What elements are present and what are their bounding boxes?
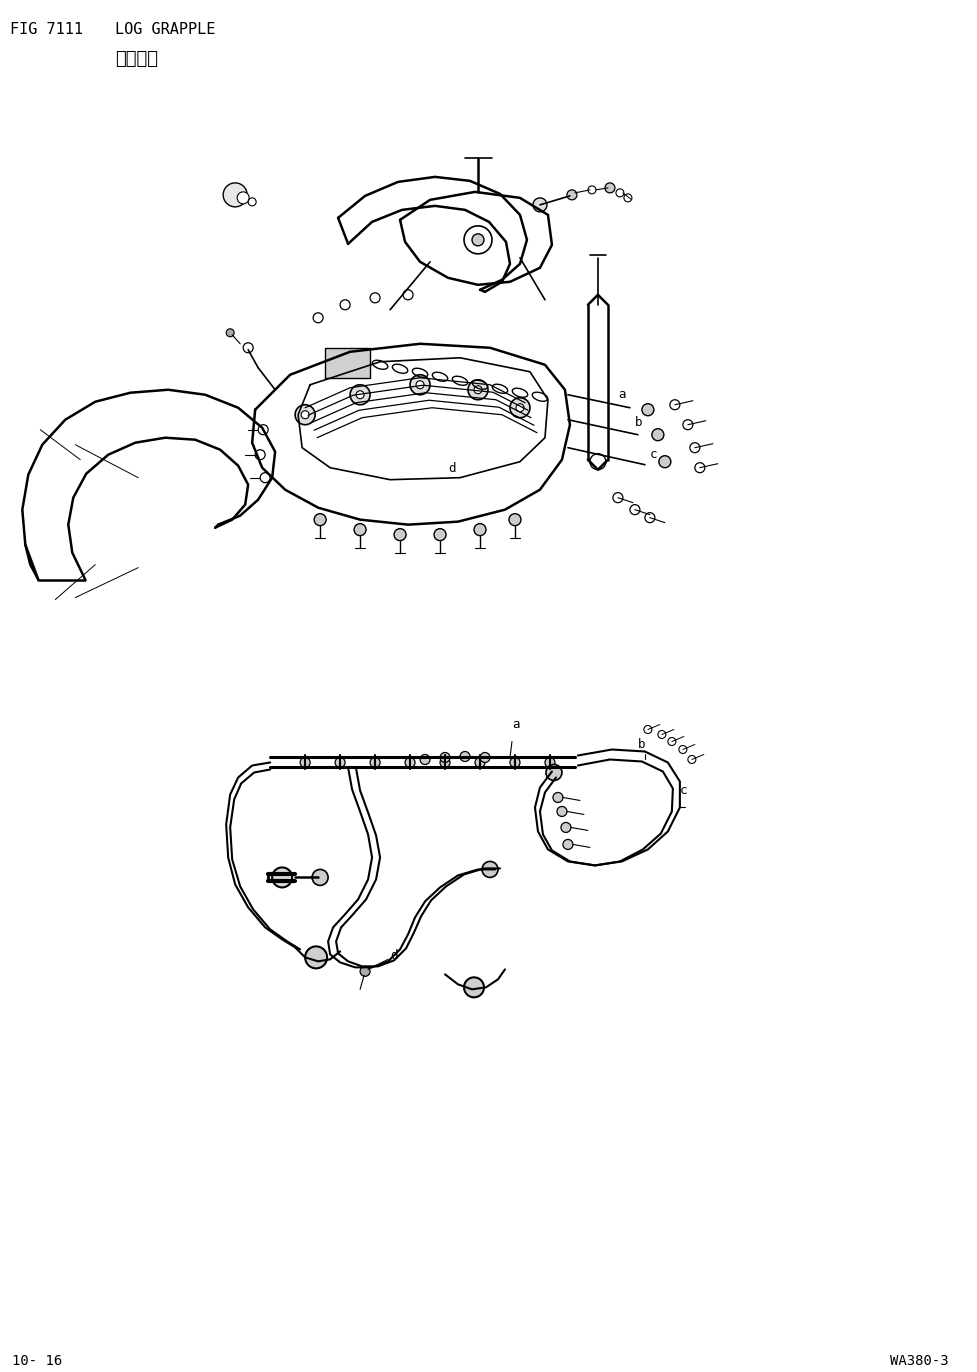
Circle shape <box>613 493 623 502</box>
Circle shape <box>545 757 555 767</box>
Text: b: b <box>635 416 643 428</box>
Circle shape <box>356 391 364 399</box>
Text: b: b <box>638 738 646 750</box>
Circle shape <box>679 745 687 753</box>
Circle shape <box>474 524 486 535</box>
Circle shape <box>658 730 666 738</box>
Text: c: c <box>680 785 688 797</box>
Circle shape <box>305 947 327 969</box>
Circle shape <box>690 443 700 453</box>
Bar <box>325 347 370 377</box>
Circle shape <box>226 329 234 336</box>
Circle shape <box>630 505 640 514</box>
Circle shape <box>370 757 380 767</box>
Circle shape <box>354 524 366 535</box>
Circle shape <box>258 425 268 435</box>
Circle shape <box>300 757 310 767</box>
Circle shape <box>416 381 424 388</box>
Circle shape <box>464 977 484 997</box>
Circle shape <box>404 289 413 300</box>
Circle shape <box>533 198 547 211</box>
Circle shape <box>474 386 482 394</box>
Circle shape <box>315 513 326 525</box>
Circle shape <box>273 867 292 888</box>
Circle shape <box>223 182 247 207</box>
Circle shape <box>475 757 485 767</box>
Circle shape <box>561 822 571 833</box>
Circle shape <box>394 528 406 541</box>
Circle shape <box>510 398 530 417</box>
Circle shape <box>642 403 654 416</box>
Circle shape <box>670 399 680 410</box>
Circle shape <box>557 807 567 816</box>
Circle shape <box>301 410 309 418</box>
Text: a: a <box>617 388 625 401</box>
Text: FIG 7111: FIG 7111 <box>11 22 83 37</box>
Circle shape <box>480 752 490 763</box>
Circle shape <box>472 233 484 246</box>
Circle shape <box>588 185 596 193</box>
Circle shape <box>405 757 415 767</box>
Circle shape <box>644 726 652 734</box>
Circle shape <box>468 380 488 399</box>
Circle shape <box>567 189 577 200</box>
Circle shape <box>460 752 470 761</box>
Circle shape <box>313 313 323 322</box>
Circle shape <box>295 405 316 425</box>
Circle shape <box>255 450 265 460</box>
Circle shape <box>553 793 563 803</box>
Circle shape <box>482 862 498 878</box>
Circle shape <box>464 226 492 254</box>
Circle shape <box>546 764 562 781</box>
Text: d: d <box>448 462 455 475</box>
Text: a: a <box>512 718 520 730</box>
Text: c: c <box>650 447 658 461</box>
Circle shape <box>516 403 524 412</box>
Circle shape <box>312 870 328 885</box>
Circle shape <box>410 375 430 395</box>
Circle shape <box>590 454 606 469</box>
Circle shape <box>652 428 664 440</box>
Circle shape <box>563 840 573 849</box>
Circle shape <box>361 966 370 977</box>
Circle shape <box>370 292 380 303</box>
Circle shape <box>237 192 249 204</box>
Circle shape <box>683 420 693 429</box>
Circle shape <box>668 738 676 745</box>
Text: 原木抓具: 原木抓具 <box>115 49 158 69</box>
Text: LOG GRAPPLE: LOG GRAPPLE <box>115 22 216 37</box>
Circle shape <box>335 757 345 767</box>
Text: 10- 16: 10- 16 <box>13 1354 63 1368</box>
Circle shape <box>340 300 350 310</box>
Circle shape <box>605 182 615 193</box>
Circle shape <box>440 752 450 763</box>
Text: WA380-3: WA380-3 <box>890 1354 949 1368</box>
Circle shape <box>695 462 704 473</box>
Circle shape <box>350 384 370 405</box>
Circle shape <box>420 755 430 764</box>
Circle shape <box>688 756 696 763</box>
Circle shape <box>243 343 253 353</box>
Circle shape <box>658 456 671 468</box>
Circle shape <box>509 513 521 525</box>
Circle shape <box>510 757 520 767</box>
Text: d: d <box>390 949 398 962</box>
Circle shape <box>434 528 446 541</box>
Circle shape <box>440 757 450 767</box>
Circle shape <box>260 473 271 483</box>
Circle shape <box>645 513 655 523</box>
